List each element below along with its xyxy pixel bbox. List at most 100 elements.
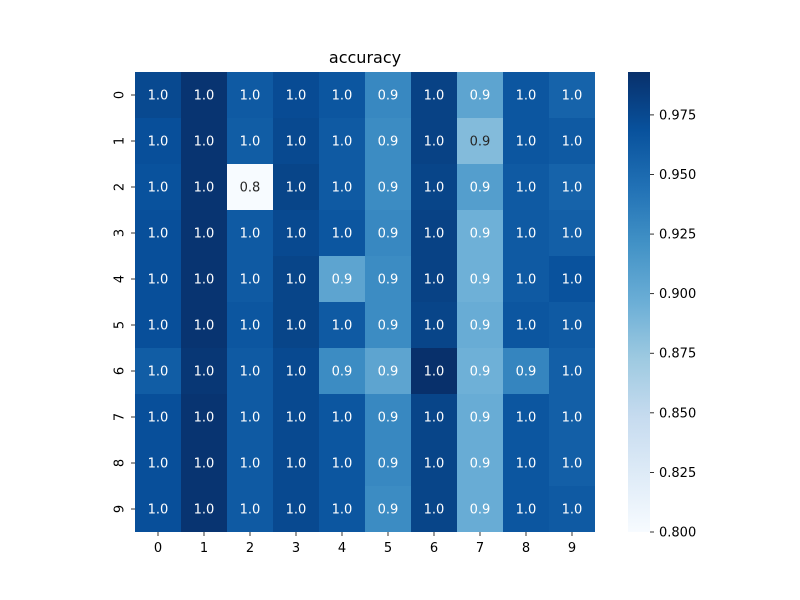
cell-value-label: 1.0: [194, 89, 215, 104]
cell-value-label: 1.0: [332, 135, 353, 150]
heatmap-cell: [181, 440, 227, 486]
heatmap-cell: [411, 118, 457, 164]
heatmap-cell: [549, 164, 595, 210]
heatmap-cell: [411, 164, 457, 210]
cell-value-label: 0.8: [240, 181, 261, 196]
heatmap-cell: [227, 348, 273, 394]
cell-value-label: 0.9: [470, 227, 491, 242]
heatmap-cell: [227, 302, 273, 348]
heatmap-cell: [319, 72, 365, 118]
y-tick-label: 1: [113, 137, 128, 145]
heatmap-cell: [319, 486, 365, 532]
cell-value-label: 0.9: [378, 319, 399, 334]
cell-value-label: 0.9: [470, 365, 491, 380]
heatmap-cell: [457, 302, 503, 348]
cell-value-label: 1.0: [148, 181, 169, 196]
heatmap-cell: [365, 348, 411, 394]
cell-value-label: 1.0: [562, 319, 583, 334]
cell-value-label: 1.0: [424, 273, 445, 288]
cell-value-label: 1.0: [148, 319, 169, 334]
heatmap-cell: [365, 164, 411, 210]
heatmap-cell: [135, 440, 181, 486]
heatmap-cell: [181, 72, 227, 118]
heatmap-cells: 1.0 1.0 1.0 1.0 1.0 0.9 1.0 0.9 1.0 1.0 1.0 1.0 1.0 1…: [135, 72, 595, 532]
cell-value-label: 1.0: [332, 319, 353, 334]
heatmap-cell: [365, 118, 411, 164]
heatmap-cell: [319, 164, 365, 210]
heatmap-cell: [503, 348, 549, 394]
heatmap-cell: [181, 118, 227, 164]
heatmap-cell: [503, 118, 549, 164]
cell-value-label: 1.0: [424, 89, 445, 104]
y-tick-label: 2: [113, 183, 128, 191]
cell-value-label: 1.0: [562, 89, 583, 104]
heatmap-cell: [135, 210, 181, 256]
colorbar-gradient: [628, 72, 650, 532]
cell-value-label: 1.0: [194, 227, 215, 242]
cell-value-label: 1.0: [516, 319, 537, 334]
heatmap-cell: [135, 394, 181, 440]
cell-value-label: 1.0: [240, 227, 261, 242]
heatmap-cell: [227, 164, 273, 210]
cell-value-label: 0.9: [378, 227, 399, 242]
heatmap-cell: [411, 72, 457, 118]
heatmap-cell: [319, 394, 365, 440]
x-tick-label: 2: [246, 541, 254, 556]
heatmap-cell: [411, 302, 457, 348]
chart-title: accuracy: [329, 48, 401, 67]
heatmap-cell: [227, 210, 273, 256]
cell-value-label: 0.9: [378, 411, 399, 426]
cell-value-label: 1.0: [194, 135, 215, 150]
heatmap-cell: [411, 440, 457, 486]
cell-value-label: 1.0: [194, 457, 215, 472]
y-axis-ticks: 0 1 2 3 4 5 6 7 8 9: [113, 91, 135, 513]
heatmap-cell: [457, 72, 503, 118]
y-tick-label: 7: [113, 413, 128, 421]
x-tick-label: 0: [154, 541, 162, 556]
cell-value-label: 1.0: [148, 135, 169, 150]
cell-value-label: 1.0: [516, 273, 537, 288]
heatmap-cell: [457, 256, 503, 302]
heatmap-cell: [365, 486, 411, 532]
heatmap-cell: [503, 210, 549, 256]
x-tick-label: 6: [430, 541, 438, 556]
x-tick-label: 1: [200, 541, 208, 556]
heatmap-cell: [273, 348, 319, 394]
cell-value-label: 0.9: [378, 135, 399, 150]
cell-value-label: 1.0: [332, 89, 353, 104]
cell-value-label: 1.0: [240, 135, 261, 150]
cell-value-label: 1.0: [286, 227, 307, 242]
cell-value-label: 1.0: [424, 319, 445, 334]
heatmap-cell: [181, 486, 227, 532]
y-tick-label: 6: [113, 367, 128, 375]
heatmap-cell: [273, 440, 319, 486]
cell-value-label: 1.0: [516, 503, 537, 518]
heatmap-cell: [273, 394, 319, 440]
heatmap-cell: [273, 118, 319, 164]
heatmap-cell: [365, 210, 411, 256]
heatmap-cell: [549, 302, 595, 348]
colorbar-tick-label: 0.925: [659, 228, 696, 243]
cell-value-label: 1.0: [562, 227, 583, 242]
heatmap-cell: [181, 164, 227, 210]
cell-value-label: 1.0: [286, 411, 307, 426]
heatmap-cell: [457, 210, 503, 256]
cell-value-label: 1.0: [194, 503, 215, 518]
cell-value-label: 1.0: [424, 411, 445, 426]
cell-value-label: 0.9: [332, 273, 353, 288]
heatmap-cell: [549, 210, 595, 256]
heatmap-cell: [365, 72, 411, 118]
heatmap-cell: [549, 348, 595, 394]
heatmap-cell: [273, 210, 319, 256]
cell-value-label: 1.0: [516, 457, 537, 472]
cell-value-label: 1.0: [562, 457, 583, 472]
cell-value-label: 1.0: [286, 89, 307, 104]
heatmap-cell: [135, 72, 181, 118]
heatmap-cell: [411, 210, 457, 256]
heatmap-cell: [135, 164, 181, 210]
cell-value-label: 1.0: [194, 273, 215, 288]
cell-value-label: 1.0: [286, 319, 307, 334]
cell-value-label: 1.0: [148, 411, 169, 426]
heatmap-cell: [227, 256, 273, 302]
heatmap-cell: [503, 72, 549, 118]
